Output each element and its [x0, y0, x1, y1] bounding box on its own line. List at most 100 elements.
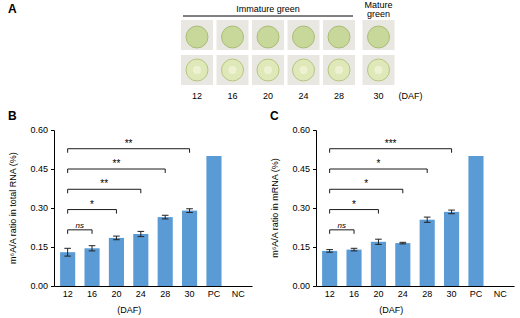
photo-frame — [217, 20, 249, 50]
fruit-whole — [257, 26, 279, 48]
fruit-cut — [257, 59, 279, 81]
sig-bracket — [68, 169, 166, 173]
x-tick: 24 — [136, 286, 146, 299]
x-tick-label: 24 — [136, 289, 146, 299]
fruit-cut — [293, 59, 315, 81]
y-tick-mark — [313, 208, 316, 209]
y-axis-title: m⁶A/A ratio in mRNA (%) — [270, 158, 280, 258]
annotations: ns******* — [68, 138, 190, 234]
x-axis-line — [55, 286, 253, 287]
x-tick-label: 24 — [398, 289, 408, 299]
bar — [371, 242, 386, 286]
x-tick: 16 — [349, 286, 359, 299]
y-tick-label: 0.00 — [30, 281, 48, 291]
y-tick-mark — [51, 247, 54, 248]
error-bar — [424, 217, 431, 222]
fruit-label: 20 — [263, 91, 273, 101]
bar — [444, 212, 459, 286]
fruit-cut — [186, 59, 208, 81]
y-tick-label: 0.60 — [30, 125, 48, 135]
x-tick: 20 — [373, 286, 383, 299]
error-bar — [89, 246, 96, 251]
y-tick-label: 0.30 — [30, 203, 48, 213]
bar — [84, 248, 99, 286]
x-tick-label: NC — [232, 289, 245, 299]
x-tick-label: 12 — [63, 289, 73, 299]
x-tick: NC — [232, 286, 245, 299]
bar — [158, 217, 173, 286]
y-tick: 0.60 — [30, 125, 54, 135]
error-bar — [326, 250, 333, 253]
sig-bracket — [330, 149, 452, 153]
sig-label: *** — [385, 138, 397, 149]
bar — [395, 243, 410, 286]
photo-frame — [181, 20, 213, 50]
y-axis-title: m⁶A/A ratio in total RNA (%) — [8, 152, 18, 264]
sig-label: * — [376, 158, 380, 169]
fruit-label: 28 — [334, 91, 344, 101]
error-bar — [113, 236, 120, 240]
y-axis-line — [51, 131, 55, 287]
y-tick-label: 0.30 — [292, 203, 310, 213]
y-tick: 0.15 — [292, 242, 316, 252]
photo-frame — [252, 55, 284, 85]
bar-chart: B0.000.150.300.450.60121620242830PCNCm⁶A… — [8, 109, 253, 315]
photo-panel: A121620242830(DAF)Immature greenMaturegr… — [8, 0, 423, 101]
bar — [322, 251, 337, 286]
photo-frame — [288, 55, 320, 85]
plot-area — [60, 156, 221, 286]
error-bar — [162, 215, 169, 219]
sig-bracket — [68, 189, 141, 193]
x-axis-line — [317, 286, 515, 287]
x-axis-title: (DAF) — [117, 305, 141, 315]
bar — [133, 234, 148, 286]
fruit-core — [264, 66, 272, 74]
error-bar — [137, 231, 144, 236]
group-label: Immature green — [236, 4, 300, 14]
error-bar — [399, 242, 406, 244]
sig-bracket — [330, 169, 428, 173]
x-tick-label: 30 — [447, 289, 457, 299]
bar — [182, 211, 197, 286]
sig-label: * — [364, 178, 368, 189]
y-tick-mark — [313, 286, 316, 287]
x-axis-title: (DAF) — [379, 305, 403, 315]
y-tick-label: 0.15 — [292, 242, 310, 252]
x-tick-label: 30 — [185, 289, 195, 299]
y-tick-mark — [313, 169, 316, 170]
y-tick-label: 0.60 — [292, 125, 310, 135]
fruit-whole — [222, 26, 244, 48]
x-tick: NC — [494, 286, 507, 299]
sig-label: * — [352, 199, 356, 210]
y-tick-mark — [51, 130, 54, 131]
x-axis: 121620242830PCNC — [55, 286, 253, 299]
x-tick-label: 20 — [373, 289, 383, 299]
fruit-cut — [328, 59, 350, 81]
x-tick-label: 20 — [111, 289, 121, 299]
y-tick-mark — [313, 247, 316, 248]
fruit-whole — [368, 26, 390, 48]
bar — [60, 252, 75, 286]
y-axis: 0.000.150.300.450.60 — [292, 125, 316, 291]
sig-bracket — [68, 230, 92, 234]
bar — [206, 156, 221, 286]
photo-frame — [363, 20, 395, 50]
fruit-core — [300, 66, 308, 74]
x-tick-label: 16 — [87, 289, 97, 299]
x-tick: 12 — [63, 286, 73, 299]
x-tick: 20 — [111, 286, 121, 299]
fruit-whole — [186, 26, 208, 48]
photo-frame — [252, 20, 284, 50]
x-tick-label: 28 — [422, 289, 432, 299]
sig-label: ns — [338, 221, 346, 230]
error-bar — [186, 209, 193, 213]
y-tick: 0.45 — [30, 164, 54, 174]
fruit-whole — [293, 26, 315, 48]
panel-label: B — [8, 109, 17, 123]
sig-bracket — [330, 210, 379, 214]
fruit-whole — [328, 26, 350, 48]
x-tick: PC — [208, 286, 221, 299]
unit-label: (DAF) — [399, 91, 423, 101]
x-tick-label: PC — [208, 289, 221, 299]
error-bar — [64, 248, 71, 256]
